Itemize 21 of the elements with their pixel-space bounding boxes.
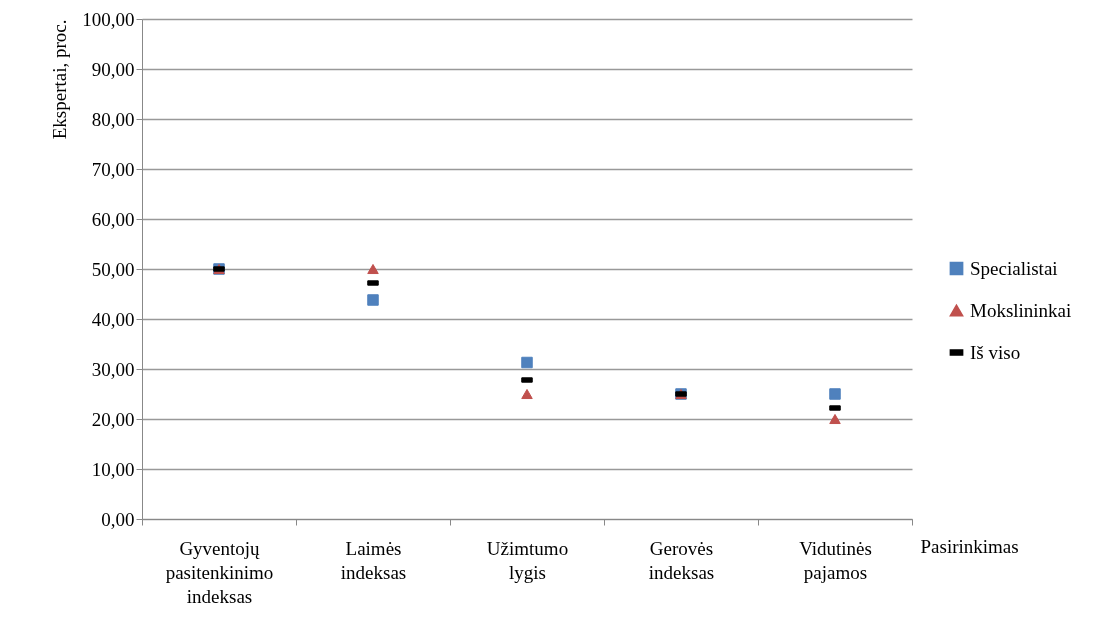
- y-tick-label: 50,00: [91, 258, 135, 280]
- y-axis-title: Ekspertai, proc.: [49, 19, 71, 140]
- x-tick-label: Gerovės indeksas: [648, 537, 715, 583]
- x-tick-label: Laimės indeksas: [340, 537, 407, 583]
- y-tick-label: 10,00: [91, 458, 135, 480]
- y-tick-label: 70,00: [91, 158, 135, 180]
- y-tick-label: 100,00: [82, 8, 135, 30]
- x-tick-label: Vidutinės pajamos: [799, 537, 872, 583]
- x-tick-label: Gyventojų pasitenkinimo indeksas: [165, 537, 274, 607]
- y-tick-label: 90,00: [91, 58, 135, 80]
- y-tick-label: 80,00: [91, 108, 135, 130]
- x-axis-title: Pasirinkimas: [920, 535, 1019, 557]
- y-tick-label: 0,00: [101, 508, 135, 530]
- y-tick-label: 20,00: [91, 408, 135, 430]
- y-tick-label: 40,00: [91, 308, 135, 330]
- y-tick-label: 60,00: [91, 208, 135, 230]
- legend-label: Specialistai: [970, 257, 1058, 279]
- legend-label: Iš viso: [970, 341, 1021, 363]
- legend-label: Mokslininkai: [970, 299, 1072, 321]
- x-tick-label: Užimtumo lygis: [486, 537, 569, 583]
- y-tick-label: 30,00: [91, 358, 135, 380]
